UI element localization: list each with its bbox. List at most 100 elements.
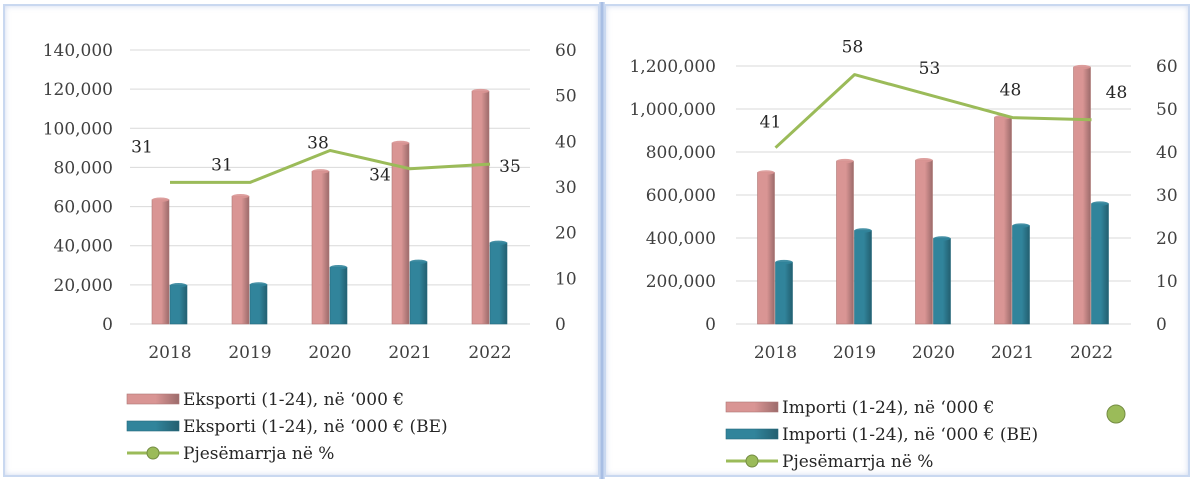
legend-entry: Importi (1-24), në ‘000 € — [782, 398, 995, 418]
bar-eu — [169, 284, 188, 325]
data-label: 48 — [1000, 81, 1022, 101]
left-axis-tick-label: 1,000,000 — [629, 100, 716, 120]
legend-bar-swatch — [725, 428, 779, 440]
right-axis-tick-label: 60 — [1156, 57, 1178, 77]
x-axis-tick-label: 2018 — [148, 343, 191, 363]
left-axis-tick-label: 0 — [102, 315, 113, 335]
import-chart-panel: 0 200,000 400,000 600,000 800,000 1,000,000 1,… — [604, 4, 1190, 477]
left-axis-tick-label: 80,000 — [54, 158, 113, 178]
bar-eu — [329, 266, 348, 325]
right-axis-tick-label: 20 — [555, 224, 577, 244]
bar-total — [151, 199, 170, 325]
stray-legend-marker — [1106, 404, 1126, 424]
export-chart-panel: 0 20,000 40,000 60,000 80,000 100,000 120,000 1… — [3, 4, 600, 477]
left-axis-tick-label: 100,000 — [43, 119, 113, 139]
data-label: 34 — [369, 166, 391, 186]
export-chart: 0 20,000 40,000 60,000 80,000 100,000 120,000 1… — [43, 41, 577, 464]
right-axis-tick-label: 40 — [555, 132, 577, 152]
right-axis-tick-label: 50 — [1156, 100, 1178, 120]
data-label: 48 — [1106, 83, 1128, 103]
right-axis-tick-label: 50 — [555, 87, 577, 107]
left-axis-tick-label: 40,000 — [54, 237, 113, 257]
data-label: 41 — [760, 113, 782, 133]
bar-cap — [836, 158, 854, 164]
right-axis-tick-label: 30 — [555, 178, 577, 198]
right-axis-tick-label: 60 — [555, 41, 577, 61]
legend-entry: Eksporti (1-24), në ‘000 € (BE) — [183, 417, 448, 437]
x-axis-tick-label: 2022 — [1070, 343, 1113, 363]
legend-marker-swatch — [146, 446, 160, 460]
bar-cap — [472, 88, 489, 94]
x-axis-tick-label: 2021 — [991, 343, 1034, 363]
legend-bar-swatch — [126, 393, 180, 405]
bar-cap — [490, 240, 507, 245]
left-axis-tick-label: 800,000 — [646, 143, 716, 163]
bar-cap — [250, 282, 267, 287]
bar-cap — [410, 259, 427, 264]
legend-entry: Pjesëmarrja në % — [183, 444, 334, 464]
data-label: 31 — [211, 155, 233, 175]
bar-total — [311, 171, 330, 325]
bar-cap — [1073, 64, 1091, 70]
left-axis-tick-label: 60,000 — [54, 198, 113, 218]
bar-total — [915, 159, 933, 325]
bar-cap — [170, 283, 187, 288]
right-axis-tick-label: 0 — [555, 315, 566, 335]
bar-cap — [854, 228, 872, 233]
bar-total — [994, 116, 1012, 325]
data-label: 35 — [499, 157, 521, 177]
bar-eu — [249, 284, 268, 325]
data-label: 31 — [131, 137, 153, 157]
bar-eu — [1012, 225, 1030, 325]
left-axis-tick-label: 0 — [705, 315, 716, 335]
bar-cap — [1091, 201, 1109, 206]
data-label: 53 — [919, 59, 941, 79]
bar-eu — [775, 261, 793, 325]
bar-cap — [330, 265, 347, 270]
legend-bar-swatch — [725, 401, 779, 413]
legend-entry: Eksporti (1-24), në ‘000 € — [183, 390, 404, 410]
left-axis-tick-label: 400,000 — [646, 229, 716, 249]
bar-eu — [409, 261, 428, 325]
x-axis-tick-label: 2019 — [833, 343, 876, 363]
bar-cap — [757, 170, 775, 175]
bar-total — [471, 90, 490, 325]
bar-cap — [933, 236, 951, 241]
data-label: 58 — [842, 38, 864, 58]
legend-entry: Importi (1-24), në ‘000 € (BE) — [782, 425, 1038, 445]
legend-entry: Pjesëmarrja në % — [782, 452, 933, 472]
left-axis-tick-label: 200,000 — [646, 272, 716, 292]
bar-total — [836, 160, 854, 325]
bar-total — [1073, 66, 1091, 325]
left-axis-tick-label: 120,000 — [43, 80, 113, 100]
bar-cap — [232, 193, 249, 199]
share-line — [170, 148, 491, 184]
x-axis-tick-label: 2019 — [228, 343, 271, 363]
bar-cap — [1012, 223, 1030, 228]
bar-cap — [775, 259, 793, 265]
x-axis-tick-label: 2022 — [468, 343, 511, 363]
right-axis-tick-label: 10 — [555, 269, 577, 289]
bar-eu — [489, 242, 508, 325]
right-axis-tick-label: 0 — [1156, 315, 1167, 335]
right-axis-tick-label: 20 — [1156, 229, 1178, 249]
bar-cap — [392, 140, 409, 146]
legend-bar-swatch — [126, 420, 180, 432]
bar-total — [391, 142, 410, 325]
right-axis-tick-label: 10 — [1156, 272, 1178, 292]
legend-marker-swatch — [745, 454, 759, 468]
x-axis-tick-label: 2021 — [388, 343, 431, 363]
x-axis-tick-label: 2020 — [912, 343, 955, 363]
left-axis-tick-label: 140,000 — [43, 41, 113, 61]
x-axis-tick-label: 2020 — [308, 343, 351, 363]
right-axis-tick-label: 40 — [1156, 143, 1178, 163]
import-chart: 0 200,000 400,000 600,000 800,000 1,000,000 1,… — [629, 38, 1178, 472]
left-axis-tick-label: 1,200,000 — [629, 57, 716, 77]
data-label: 38 — [307, 133, 329, 153]
panel-divider — [599, 2, 605, 479]
bar-total — [231, 195, 250, 325]
x-axis-tick-label: 2018 — [754, 343, 797, 363]
left-axis-tick-label: 600,000 — [646, 186, 716, 206]
left-axis-tick-label: 20,000 — [54, 276, 113, 296]
bar-eu — [1091, 203, 1109, 325]
